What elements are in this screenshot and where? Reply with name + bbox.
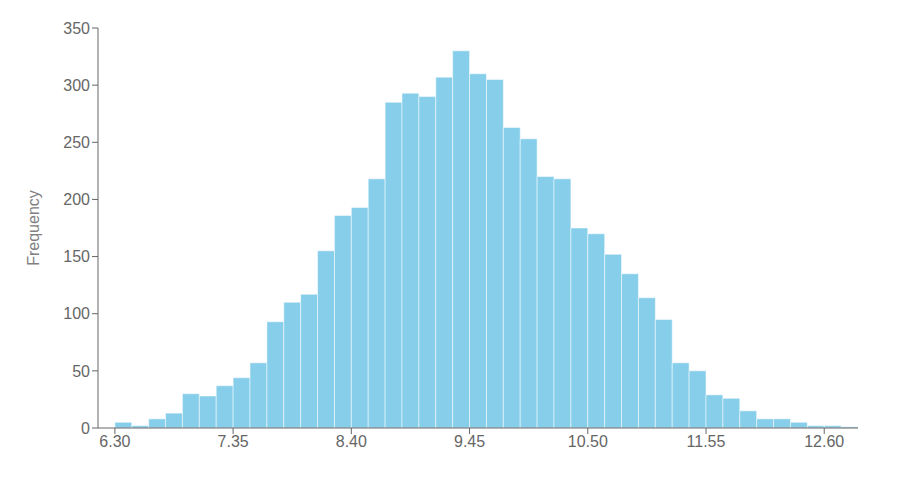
svg-text:7.35: 7.35 <box>218 433 249 450</box>
svg-text:250: 250 <box>63 134 90 151</box>
svg-text:300: 300 <box>63 77 90 94</box>
svg-text:350: 350 <box>63 20 90 37</box>
svg-text:11.55: 11.55 <box>687 433 726 450</box>
svg-text:0: 0 <box>81 420 90 437</box>
svg-text:9.45: 9.45 <box>454 433 485 450</box>
svg-text:50: 50 <box>72 363 90 380</box>
svg-text:200: 200 <box>63 191 90 208</box>
svg-text:Frequency: Frequency <box>25 190 42 266</box>
svg-text:12.60: 12.60 <box>804 433 844 450</box>
svg-text:100: 100 <box>63 305 90 322</box>
svg-text:6.30: 6.30 <box>99 433 130 450</box>
svg-text:10.50: 10.50 <box>568 433 608 450</box>
svg-text:150: 150 <box>63 248 90 265</box>
svg-text:8.40: 8.40 <box>336 433 367 450</box>
